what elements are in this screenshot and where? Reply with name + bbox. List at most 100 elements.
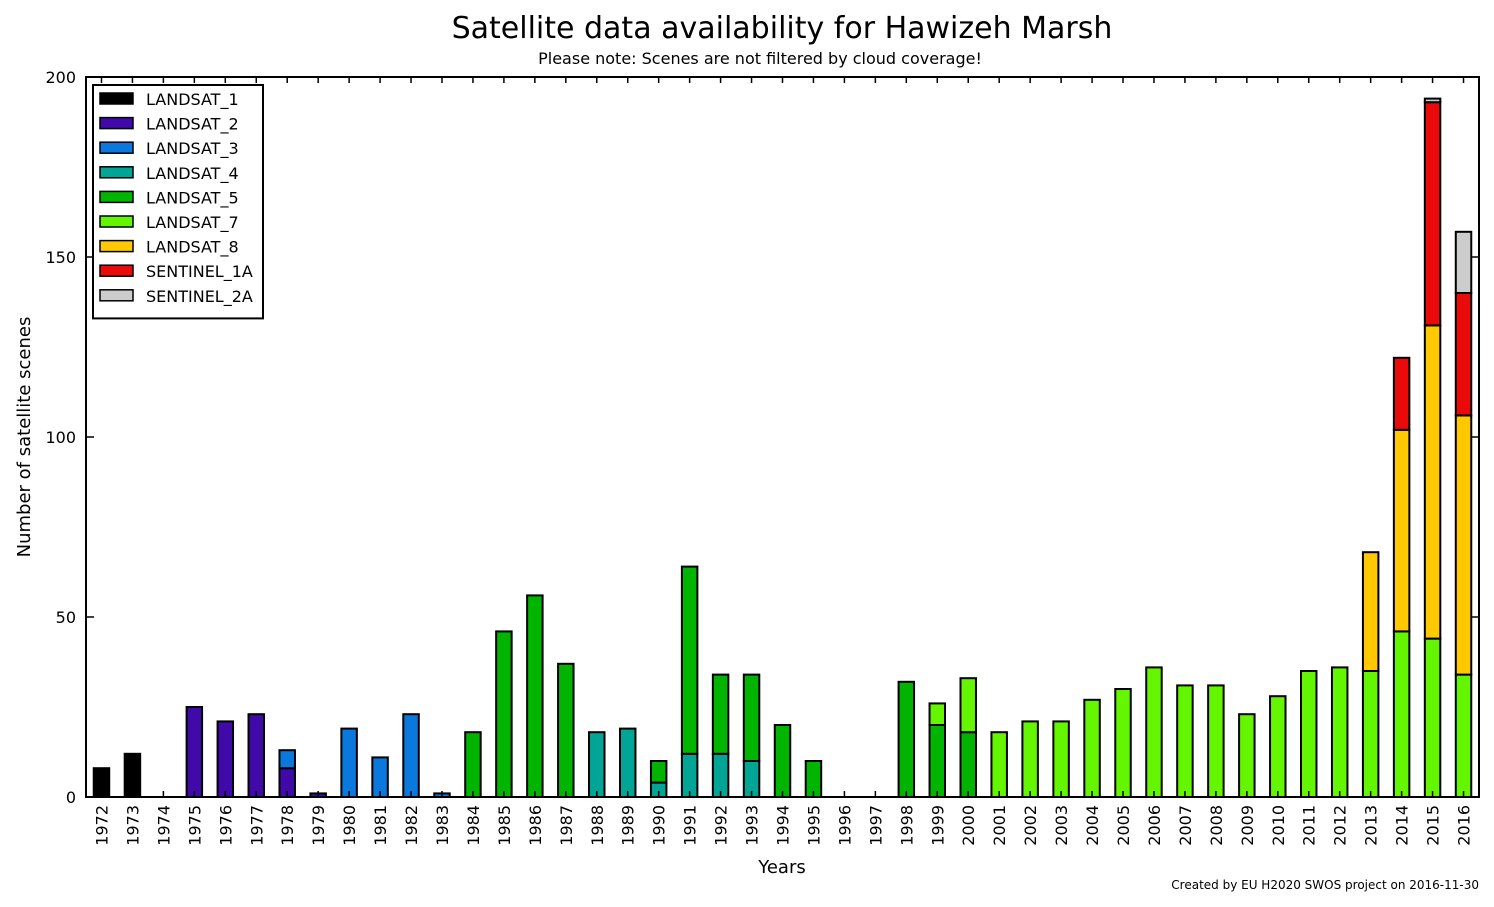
x-tick-label: 2014 bbox=[1393, 805, 1412, 846]
y-tick-label: 50 bbox=[56, 608, 76, 627]
x-tick-label: 1992 bbox=[712, 805, 731, 846]
x-tick-label: 2003 bbox=[1052, 805, 1071, 846]
bar-2000-landsat_7 bbox=[959, 677, 977, 734]
x-tick-label: 1998 bbox=[897, 805, 916, 846]
x-tick-label: 1976 bbox=[216, 805, 235, 846]
bar-1987-landsat_5 bbox=[557, 662, 575, 798]
bar-1980-landsat_3 bbox=[340, 727, 358, 798]
bar-1993-landsat_5 bbox=[742, 673, 761, 762]
x-tick-label: 1981 bbox=[371, 805, 390, 846]
bar-1991-landsat_5 bbox=[680, 565, 699, 755]
bar-1992-landsat_4 bbox=[711, 752, 730, 798]
x-tick-label: 2010 bbox=[1269, 805, 1288, 846]
bar-2011-landsat_7 bbox=[1300, 670, 1318, 798]
bar-1999-landsat_7 bbox=[928, 702, 947, 727]
x-axis-label: Years bbox=[757, 857, 806, 878]
x-tick-label: 1978 bbox=[278, 805, 297, 846]
x-tick-label: 2004 bbox=[1083, 805, 1102, 846]
bar-2003-landsat_7 bbox=[1052, 720, 1070, 799]
bar-2004-landsat_7 bbox=[1083, 698, 1101, 798]
x-tick-label: 2005 bbox=[1114, 805, 1133, 846]
bar-1992-landsat_5 bbox=[711, 673, 730, 755]
bar-2014-sentinel_1a bbox=[1392, 356, 1411, 431]
bar-2016-sentinel_2a bbox=[1454, 230, 1473, 295]
legend-label-landsat_2: LANDSAT_2 bbox=[146, 115, 239, 135]
plot-frame bbox=[85, 76, 1480, 798]
legend-swatch-landsat_7 bbox=[99, 215, 134, 228]
chart-title: Satellite data availability for Hawizeh … bbox=[452, 11, 1113, 46]
x-tick-label: 1994 bbox=[774, 805, 793, 846]
legend-swatch-sentinel_2a bbox=[99, 289, 134, 302]
legend-label-landsat_7: LANDSAT_7 bbox=[146, 213, 239, 233]
bar-1975-landsat_2 bbox=[185, 706, 204, 798]
y-axis-label: Number of satellite scenes bbox=[14, 317, 35, 558]
legend-swatch-sentinel_1a bbox=[99, 264, 134, 277]
x-tick-label: 2012 bbox=[1331, 805, 1350, 846]
bar-1991-landsat_4 bbox=[680, 752, 699, 798]
bar-2014-landsat_8 bbox=[1392, 428, 1411, 633]
x-tick-label: 2016 bbox=[1455, 805, 1474, 846]
legend-label-landsat_8: LANDSAT_8 bbox=[146, 238, 239, 258]
x-tick-label: 1972 bbox=[92, 805, 111, 846]
x-tick-label: 2001 bbox=[990, 805, 1009, 846]
bar-1976-landsat_2 bbox=[216, 720, 235, 799]
x-tick-label: 1988 bbox=[588, 805, 607, 846]
bar-2015-sentinel_1a bbox=[1423, 101, 1442, 327]
x-tick-label: 2015 bbox=[1424, 805, 1443, 846]
bar-1990-landsat_5 bbox=[649, 760, 668, 784]
bar-2007-landsat_7 bbox=[1176, 684, 1194, 799]
bar-2001-landsat_7 bbox=[990, 731, 1008, 799]
x-tick-label: 1985 bbox=[495, 805, 514, 846]
bar-1999-landsat_5 bbox=[928, 724, 947, 798]
bar-1982-landsat_3 bbox=[402, 713, 420, 799]
legend-swatch-landsat_4 bbox=[99, 166, 134, 179]
bar-2006-landsat_7 bbox=[1145, 666, 1163, 799]
x-tick-label: 2008 bbox=[1207, 805, 1226, 846]
bar-2005-landsat_7 bbox=[1114, 688, 1132, 798]
legend: LANDSAT_1 LANDSAT_2 LANDSAT_3 LANDSAT_4 LAND… bbox=[92, 84, 264, 320]
bar-2012-landsat_7 bbox=[1330, 666, 1349, 799]
x-tick-label: 1993 bbox=[743, 805, 762, 846]
bar-1989-landsat_4 bbox=[618, 727, 637, 798]
legend-swatch-landsat_1 bbox=[99, 92, 134, 105]
x-tick-label: 2009 bbox=[1238, 805, 1257, 846]
bar-2013-landsat_7 bbox=[1361, 670, 1380, 798]
x-tick-label: 2002 bbox=[1021, 805, 1040, 846]
bar-1977-landsat_2 bbox=[247, 713, 265, 799]
legend-label-landsat_4: LANDSAT_4 bbox=[146, 164, 239, 184]
y-tick-label: 150 bbox=[45, 248, 76, 267]
chart-subtitle: Please note: Scenes are not filtered by … bbox=[538, 49, 982, 68]
x-tick-label: 1975 bbox=[185, 805, 204, 846]
bar-1978-landsat_3 bbox=[278, 749, 296, 770]
x-tick-label: 1996 bbox=[835, 805, 854, 846]
bar-2002-landsat_7 bbox=[1021, 720, 1039, 799]
bar-2008-landsat_7 bbox=[1207, 684, 1225, 799]
bar-2009-landsat_7 bbox=[1238, 713, 1256, 799]
y-tick-label: 200 bbox=[45, 68, 76, 87]
x-tick-label: 1991 bbox=[681, 805, 700, 846]
y-tick-label: 100 bbox=[45, 428, 76, 447]
legend-swatch-landsat_2 bbox=[99, 116, 134, 130]
x-tick-label: 1999 bbox=[928, 805, 947, 846]
x-tick-label: 2000 bbox=[959, 805, 978, 846]
x-tick-label: 1986 bbox=[526, 805, 545, 846]
bar-1973-landsat_1 bbox=[123, 752, 142, 798]
bar-1984-landsat_5 bbox=[464, 731, 482, 799]
legend-swatch-landsat_5 bbox=[99, 190, 134, 204]
y-tick-label: 0 bbox=[66, 788, 76, 807]
x-tick-label: 1982 bbox=[402, 805, 421, 846]
x-tick-label: 1990 bbox=[650, 805, 669, 846]
x-tick-label: 2013 bbox=[1362, 805, 1381, 846]
x-tick-label: 1987 bbox=[557, 805, 576, 846]
legend-swatch-landsat_3 bbox=[99, 141, 134, 154]
x-tick-label: 1995 bbox=[804, 805, 823, 846]
bar-1998-landsat_5 bbox=[897, 680, 916, 798]
legend-label-landsat_3: LANDSAT_3 bbox=[146, 139, 239, 159]
bar-2016-landsat_8 bbox=[1454, 414, 1473, 676]
x-tick-label: 1973 bbox=[123, 805, 142, 846]
bar-1985-landsat_5 bbox=[495, 630, 513, 799]
legend-label-sentinel_1a: SENTINEL_1A bbox=[146, 262, 253, 282]
legend-swatch-landsat_8 bbox=[99, 239, 134, 253]
legend-label-landsat_1: LANDSAT_1 bbox=[146, 90, 239, 110]
